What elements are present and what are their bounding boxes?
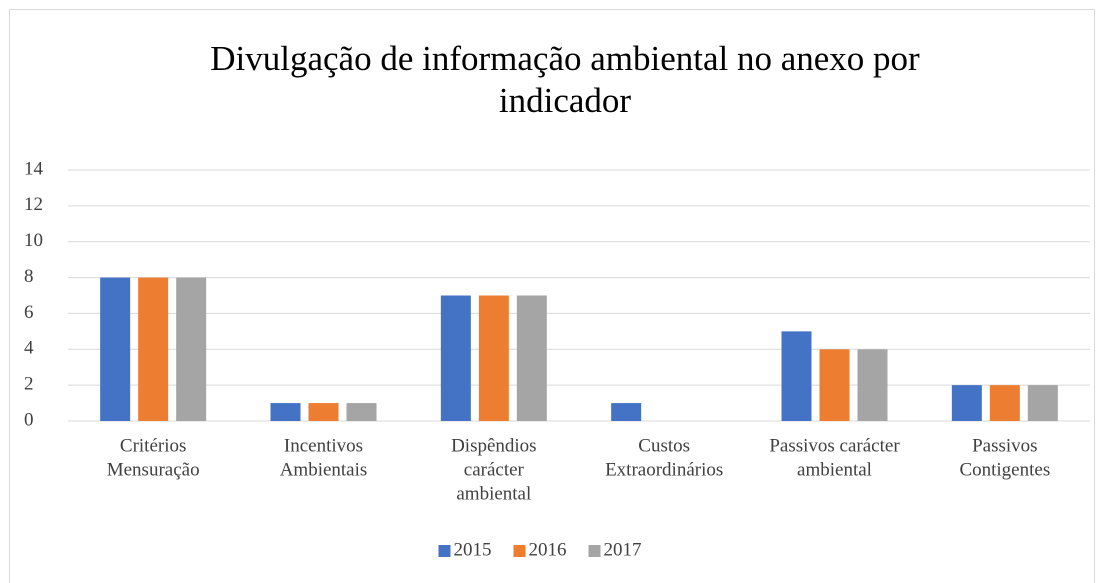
bar: [951, 385, 982, 421]
bar: [270, 403, 301, 421]
bar: [478, 295, 509, 421]
y-tick-label: 6: [24, 302, 34, 323]
x-tick-label: Extraordinários: [605, 459, 723, 480]
x-tick-label: Incentivos: [284, 435, 363, 456]
x-tick-label: Passivos: [972, 435, 1037, 456]
x-tick-label: ambiental: [456, 483, 531, 504]
legend-label: 2017: [604, 539, 642, 560]
bar: [611, 403, 642, 421]
bar: [819, 349, 850, 421]
y-tick-label: 10: [24, 230, 43, 251]
legend-label: 2016: [529, 539, 567, 560]
legend-label: 2015: [454, 539, 492, 560]
legend-swatch: [588, 545, 601, 557]
x-tick-label: Critérios: [120, 435, 187, 456]
chart-title: Divulgação de informação ambiental no an…: [210, 39, 920, 120]
bar: [176, 277, 207, 421]
bar: [308, 403, 339, 421]
bar: [516, 295, 547, 421]
bar: [989, 385, 1020, 421]
x-tick-label: Mensuração: [107, 459, 200, 480]
bar: [138, 277, 169, 421]
legend-swatch: [513, 545, 526, 557]
x-tick-label: Dispêndios: [451, 435, 537, 456]
x-tick-label: Passivos carácter: [769, 435, 900, 456]
y-tick-label: 8: [24, 266, 34, 287]
legend-swatch: [438, 545, 451, 557]
x-tick-label: ambiental: [797, 459, 872, 480]
x-tick-label: Ambientais: [280, 459, 368, 480]
y-tick-label: 4: [24, 338, 34, 359]
chart-border: [9, 9, 1095, 583]
bar: [857, 349, 888, 421]
bar: [1027, 385, 1058, 421]
bar: [440, 295, 471, 421]
y-tick-label: 0: [24, 409, 34, 430]
y-tick-label: 14: [24, 158, 44, 179]
x-tick-label: Custos: [638, 435, 690, 456]
x-tick-label: Contigentes: [959, 459, 1050, 480]
bar: [781, 331, 812, 421]
bar: [100, 277, 131, 421]
y-tick-label: 12: [24, 194, 43, 215]
bar: [346, 403, 377, 421]
y-tick-label: 2: [24, 374, 34, 395]
x-tick-label: carácter: [464, 459, 525, 480]
